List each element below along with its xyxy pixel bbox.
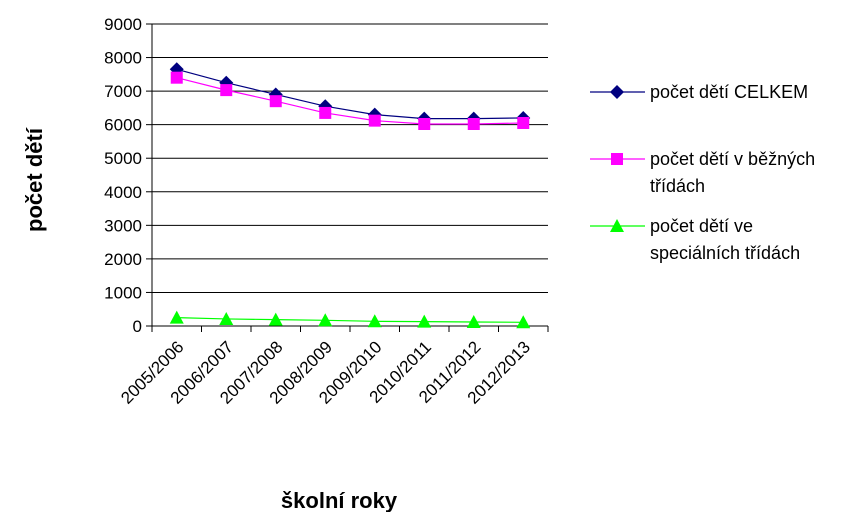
legend: počet dětí CELKEM počet dětí v běžných tří… [590, 82, 815, 263]
legend-item-2: počet dětí v běžných třídách [590, 149, 815, 196]
axes [151, 24, 548, 327]
data-point [318, 313, 333, 327]
grid-lines [152, 23, 548, 293]
data-point [269, 95, 282, 108]
x-axis-title: školní roky [281, 488, 398, 512]
series-3 [169, 310, 531, 329]
y-tick-label: 6000 [104, 116, 142, 135]
legend-label: počet dětí ve [650, 216, 753, 236]
data-point [611, 153, 623, 165]
data-point [610, 219, 624, 232]
y-tick-label: 4000 [104, 183, 142, 202]
series-line [176, 317, 524, 323]
series-line [176, 68, 524, 120]
data-point [516, 315, 531, 329]
data-point [418, 117, 431, 130]
data-point [368, 114, 381, 127]
data-point [367, 314, 382, 328]
legend-label: počet dětí v běžných [650, 149, 815, 169]
data-point [170, 71, 183, 84]
y-tick-label: 5000 [104, 149, 142, 168]
legend-item-3: počet dětí ve speciálních třídách [590, 216, 800, 263]
data-point [169, 310, 184, 324]
legend-item-1: počet dětí CELKEM [590, 82, 808, 102]
y-tick-label: 1000 [104, 283, 142, 302]
y-tick-label: 0 [133, 317, 142, 336]
y-tick-label: 2000 [104, 250, 142, 269]
data-point [268, 312, 283, 326]
series-2 [170, 71, 530, 130]
legend-label: počet dětí CELKEM [650, 82, 808, 102]
data-point [467, 117, 480, 130]
y-tick-label: 9000 [104, 15, 142, 34]
x-axis-ticks: 2005/20062006/20072007/20082008/20092009… [117, 326, 549, 408]
y-tick-label: 8000 [104, 49, 142, 68]
data-point [610, 85, 624, 99]
data-point [517, 116, 530, 129]
legend-label: speciálních třídách [650, 243, 800, 263]
data-point [466, 314, 481, 328]
series-line [176, 77, 524, 125]
data-point [219, 311, 234, 325]
legend-label: třídách [650, 176, 705, 196]
series-group [169, 62, 531, 329]
y-tick-label: 7000 [104, 82, 142, 101]
y-axis-ticks: 0 1000 2000 3000 4000 5000 6000 7000 8000 9000 [104, 15, 152, 336]
data-point [220, 84, 233, 97]
data-point [417, 314, 432, 328]
data-point [319, 106, 332, 119]
y-tick-label: 3000 [104, 216, 142, 235]
y-axis-title: počet dětí [22, 127, 47, 232]
